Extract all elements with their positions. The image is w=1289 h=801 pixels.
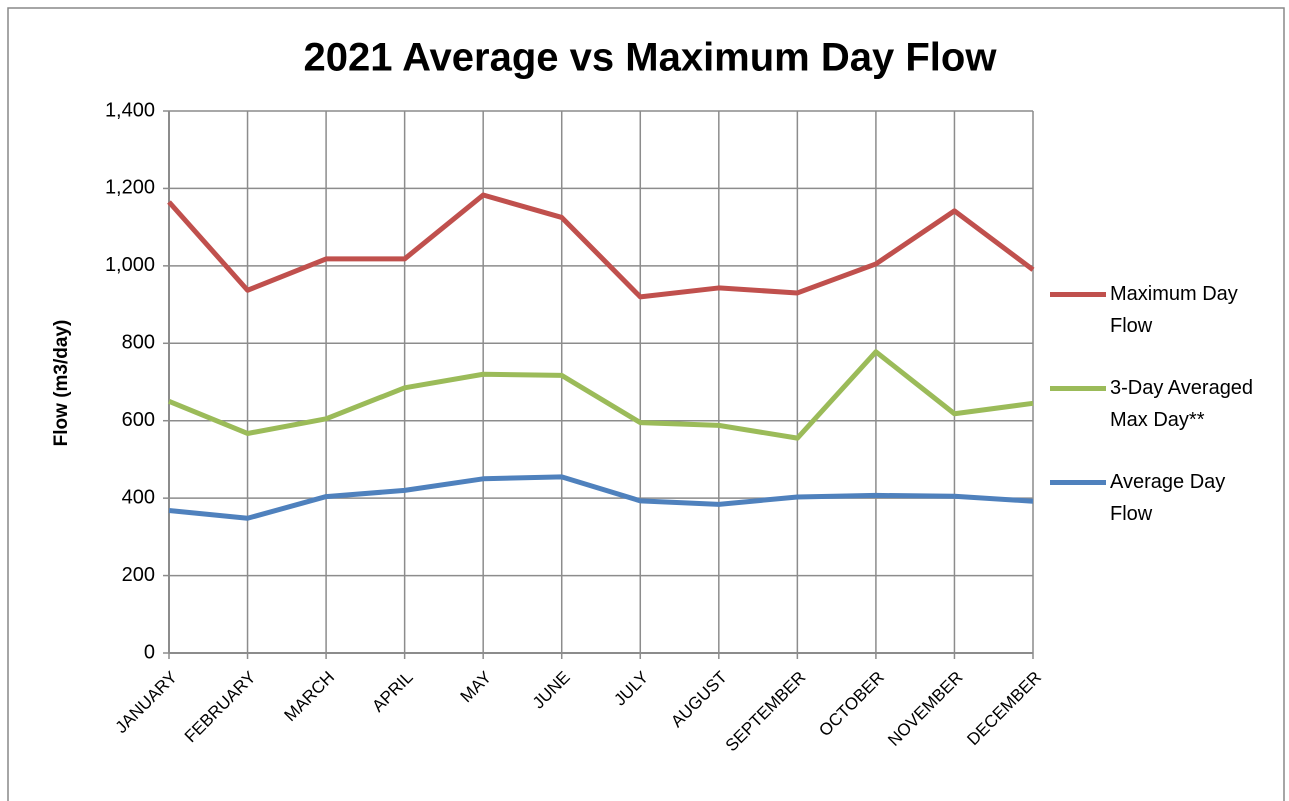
x-tick-label: OCTOBER (815, 668, 888, 741)
y-tick-label: 200 (122, 564, 155, 586)
x-tick-label: FEBRUARY (181, 668, 260, 747)
legend-entry: Average Day Flow (1050, 466, 1260, 530)
x-tick-label: SEPTEMBER (722, 668, 810, 756)
chart-border (7, 7, 1285, 801)
x-tick-label: JUNE (529, 668, 574, 713)
y-tick-label: 1,000 (105, 254, 155, 276)
x-tick-label: MARCH (281, 668, 339, 726)
legend-swatch (1050, 386, 1106, 391)
y-tick-label: 1,400 (105, 99, 155, 121)
series-line (168, 474, 1034, 521)
y-tick-label: 600 (122, 409, 155, 431)
y-tick-label: 1,200 (105, 177, 155, 199)
x-tick-label: JANUARY (112, 668, 181, 737)
y-tick-label: 0 (144, 641, 155, 663)
legend: Maximum Day Flow 3-Day Averaged Max Day**… (1050, 278, 1260, 530)
legend-label: Average Day Flow (1110, 471, 1226, 525)
x-tick-label: AUGUST (667, 668, 731, 732)
legend-label: 3-Day Averaged Max Day** (1110, 377, 1254, 431)
legend-swatch (1050, 292, 1106, 297)
legend-label: Maximum Day Flow (1110, 283, 1238, 337)
legend-entry: Maximum Day Flow (1050, 278, 1260, 342)
legend-entry: 3-Day Averaged Max Day** (1050, 372, 1260, 436)
x-tick-label: NOVEMBER (884, 668, 966, 750)
series-line (167, 192, 1035, 300)
x-tick-label: APRIL (368, 668, 416, 716)
y-axis-label: Flow (m3/day) (51, 320, 72, 447)
y-tick-label: 800 (122, 332, 155, 354)
chart-title: 2021 Average vs Maximum Day Flow (304, 36, 998, 80)
legend-swatch (1050, 480, 1106, 485)
x-tick-label: DECEMBER (963, 668, 1045, 750)
y-tick-label: 400 (122, 486, 155, 508)
x-tick-label: JULY (610, 668, 652, 710)
series-line (168, 349, 1034, 441)
x-tick-label: MAY (457, 668, 496, 707)
